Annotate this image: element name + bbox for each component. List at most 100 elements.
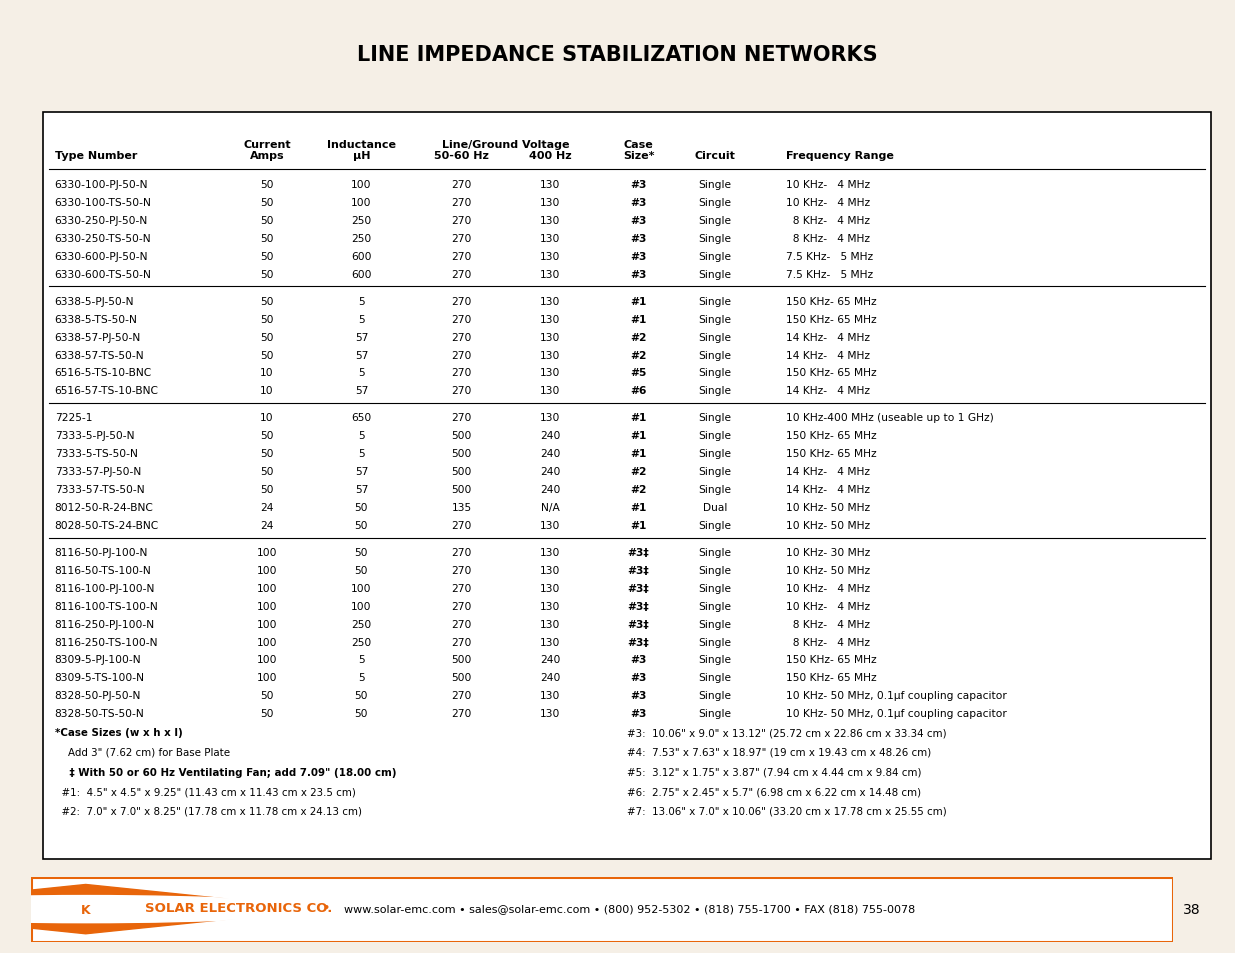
Text: 270: 270 (452, 252, 472, 262)
FancyBboxPatch shape (43, 113, 1210, 859)
Text: 57: 57 (354, 386, 368, 396)
Text: #6:  2.75" x 2.45" x 5.7" (6.98 cm x 6.22 cm x 14.48 cm): #6: 2.75" x 2.45" x 5.7" (6.98 cm x 6.22… (626, 786, 921, 797)
Text: 50: 50 (354, 708, 368, 719)
Text: 50: 50 (261, 215, 274, 226)
Text: Single: Single (699, 520, 732, 531)
Text: 270: 270 (452, 270, 472, 279)
Text: 7225-1: 7225-1 (54, 413, 93, 423)
Text: 57: 57 (354, 350, 368, 360)
Text: #3‡: #3‡ (627, 618, 650, 629)
Text: Single: Single (699, 215, 732, 226)
Text: 270: 270 (452, 333, 472, 342)
Text: 150 KHz- 65 MHz: 150 KHz- 65 MHz (785, 449, 877, 458)
Text: 6516-57-TS-10-BNC: 6516-57-TS-10-BNC (54, 386, 159, 396)
Text: 130: 130 (540, 368, 561, 378)
Text: 500: 500 (452, 655, 472, 665)
Text: Single: Single (699, 673, 732, 682)
Text: 240: 240 (540, 449, 561, 458)
Text: 500: 500 (452, 484, 472, 495)
Text: #3‡: #3‡ (627, 547, 650, 558)
Text: #1: #1 (630, 502, 647, 513)
Text: 6330-600-PJ-50-N: 6330-600-PJ-50-N (54, 252, 148, 262)
Text: 6338-57-TS-50-N: 6338-57-TS-50-N (54, 350, 144, 360)
Text: Frequency Range: Frequency Range (785, 151, 894, 161)
Text: 50: 50 (261, 333, 274, 342)
Text: 270: 270 (452, 520, 472, 531)
Text: 50: 50 (261, 708, 274, 719)
Text: 150 KHz- 65 MHz: 150 KHz- 65 MHz (785, 431, 877, 441)
Text: #3‡: #3‡ (627, 601, 650, 611)
Text: Dual: Dual (703, 502, 727, 513)
Text: #3: #3 (630, 198, 647, 208)
Text: 24: 24 (261, 520, 274, 531)
Text: 100: 100 (257, 583, 278, 593)
Text: 130: 130 (540, 270, 561, 279)
Text: #2: #2 (630, 333, 647, 342)
Text: 50: 50 (261, 233, 274, 244)
Text: 250: 250 (351, 618, 372, 629)
Text: 10 KHz-   4 MHz: 10 KHz- 4 MHz (785, 601, 871, 611)
Text: #3‡: #3‡ (627, 583, 650, 593)
Text: #2:  7.0" x 7.0" x 8.25" (17.78 cm x 11.78 cm x 24.13 cm): #2: 7.0" x 7.0" x 8.25" (17.78 cm x 11.7… (54, 806, 362, 816)
Text: 24: 24 (261, 502, 274, 513)
Text: *Case Sizes (w x h x l): *Case Sizes (w x h x l) (54, 728, 183, 738)
Text: 130: 130 (540, 180, 561, 190)
Text: #3: #3 (630, 252, 647, 262)
Text: 500: 500 (452, 673, 472, 682)
Text: #2: #2 (630, 350, 647, 360)
Text: #3‡: #3‡ (627, 565, 650, 576)
Text: 150 KHz- 65 MHz: 150 KHz- 65 MHz (785, 296, 877, 307)
Text: Single: Single (699, 233, 732, 244)
Text: #5:  3.12" x 1.75" x 3.87" (7.94 cm x 4.44 cm x 9.84 cm): #5: 3.12" x 1.75" x 3.87" (7.94 cm x 4.4… (626, 767, 921, 777)
Text: 50: 50 (354, 502, 368, 513)
Text: 130: 130 (540, 386, 561, 396)
Text: Single: Single (699, 583, 732, 593)
Text: #3: #3 (630, 655, 647, 665)
Text: 8 KHz-   4 MHz: 8 KHz- 4 MHz (785, 215, 869, 226)
Text: #2: #2 (630, 484, 647, 495)
Text: 7333-5-PJ-50-N: 7333-5-PJ-50-N (54, 431, 135, 441)
Text: 6338-5-PJ-50-N: 6338-5-PJ-50-N (54, 296, 135, 307)
Text: Single: Single (699, 708, 732, 719)
Text: 10 KHz- 50 MHz, 0.1μf coupling capacitor: 10 KHz- 50 MHz, 0.1μf coupling capacitor (785, 691, 1007, 700)
Text: 50: 50 (261, 691, 274, 700)
Text: 50: 50 (261, 431, 274, 441)
Text: 14 KHz-   4 MHz: 14 KHz- 4 MHz (785, 484, 869, 495)
Text: Case: Case (624, 140, 653, 150)
Text: 100: 100 (351, 601, 372, 611)
Text: #1: #1 (630, 314, 647, 324)
Text: Single: Single (699, 565, 732, 576)
Text: 50: 50 (261, 180, 274, 190)
Text: Single: Single (699, 431, 732, 441)
Text: 270: 270 (452, 233, 472, 244)
Text: #1:  4.5" x 4.5" x 9.25" (11.43 cm x 11.43 cm x 23.5 cm): #1: 4.5" x 4.5" x 9.25" (11.43 cm x 11.4… (54, 786, 356, 797)
Text: 50-60 Hz: 50-60 Hz (435, 151, 489, 161)
Text: 130: 130 (540, 520, 561, 531)
Text: 600: 600 (351, 270, 372, 279)
Text: 130: 130 (540, 565, 561, 576)
Text: Single: Single (699, 637, 732, 647)
Text: 270: 270 (452, 583, 472, 593)
Text: 10 KHz-   4 MHz: 10 KHz- 4 MHz (785, 180, 871, 190)
Text: #1: #1 (630, 413, 647, 423)
Text: 8116-100-TS-100-N: 8116-100-TS-100-N (54, 601, 158, 611)
Text: #6: #6 (630, 386, 647, 396)
Text: 130: 130 (540, 198, 561, 208)
Text: Single: Single (699, 413, 732, 423)
Text: #3: #3 (630, 270, 647, 279)
Text: Single: Single (699, 198, 732, 208)
Text: 270: 270 (452, 296, 472, 307)
Text: 8012-50-R-24-BNC: 8012-50-R-24-BNC (54, 502, 153, 513)
Text: 100: 100 (351, 583, 372, 593)
Text: 8328-50-PJ-50-N: 8328-50-PJ-50-N (54, 691, 141, 700)
Text: 57: 57 (354, 484, 368, 495)
Text: 6516-5-TS-10-BNC: 6516-5-TS-10-BNC (54, 368, 152, 378)
Text: 50: 50 (261, 296, 274, 307)
Text: 130: 130 (540, 413, 561, 423)
Text: 130: 130 (540, 333, 561, 342)
Text: 130: 130 (540, 637, 561, 647)
Text: 7333-57-TS-50-N: 7333-57-TS-50-N (54, 484, 144, 495)
Text: 270: 270 (452, 565, 472, 576)
Text: 400 Hz: 400 Hz (529, 151, 572, 161)
Text: #3:  10.06" x 9.0" x 13.12" (25.72 cm x 22.86 cm x 33.34 cm): #3: 10.06" x 9.0" x 13.12" (25.72 cm x 2… (626, 728, 946, 738)
